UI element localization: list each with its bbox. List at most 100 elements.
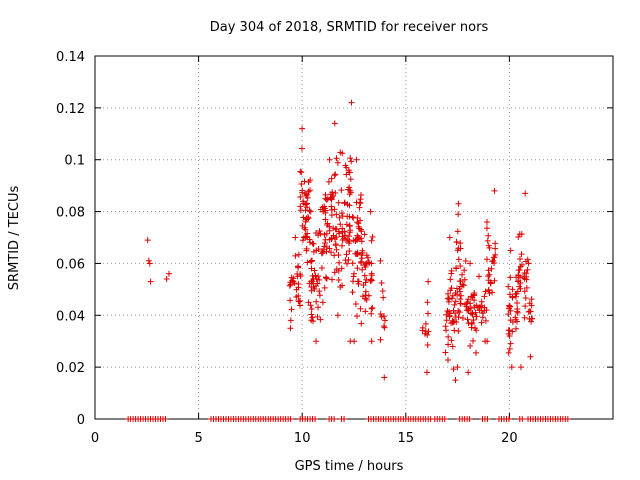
data-point: [315, 245, 322, 252]
data-point: [380, 323, 387, 330]
data-point: [361, 262, 368, 269]
data-point: [443, 327, 450, 334]
data-point: [352, 250, 359, 257]
data-point: [292, 234, 299, 241]
data-point: [452, 298, 459, 305]
data-point: [303, 191, 310, 198]
data-point: [485, 267, 492, 274]
data-point: [346, 248, 353, 255]
data-point: [338, 210, 345, 217]
data-point: [509, 328, 516, 335]
data-point: [295, 251, 302, 258]
data-point: [312, 416, 319, 422]
data-point: [489, 289, 496, 296]
data-point: [441, 416, 448, 422]
y-tick-label: 0.02: [56, 361, 85, 376]
data-point: [294, 270, 301, 277]
data-point: [381, 374, 388, 381]
data-point: [328, 212, 335, 219]
data-point: [459, 271, 466, 278]
data-points: [125, 99, 571, 422]
data-point: [522, 295, 529, 302]
data-point: [317, 316, 324, 323]
y-tick-label: 0.14: [56, 50, 85, 65]
data-point: [362, 292, 369, 299]
x-tick-label: 0: [91, 431, 99, 446]
data-point: [301, 178, 308, 185]
data-point: [507, 247, 514, 254]
data-point: [299, 237, 306, 244]
data-point: [475, 273, 482, 280]
data-point: [347, 189, 354, 196]
data-point: [509, 319, 516, 326]
data-point: [470, 317, 477, 324]
data-point: [368, 260, 375, 267]
y-tick-label: 0.08: [56, 206, 85, 221]
data-point: [514, 318, 521, 325]
data-point: [514, 278, 521, 285]
data-point: [314, 313, 321, 320]
data-point: [328, 235, 335, 242]
data-point: [348, 99, 355, 106]
data-point: [469, 294, 476, 301]
data-point: [465, 369, 472, 376]
data-point: [516, 231, 523, 238]
data-point: [365, 259, 372, 266]
data-point: [468, 293, 475, 300]
data-point: [451, 301, 458, 308]
data-point: [512, 293, 519, 300]
data-point: [478, 298, 485, 305]
data-point: [358, 255, 365, 262]
data-point: [483, 218, 490, 225]
data-point: [368, 305, 375, 312]
data-point: [332, 189, 339, 196]
data-point: [297, 194, 304, 201]
data-point: [306, 236, 313, 243]
data-point: [332, 242, 339, 249]
data-point: [449, 292, 456, 299]
data-point: [345, 169, 352, 176]
data-point: [443, 311, 450, 318]
data-point: [145, 257, 152, 264]
data-point: [473, 313, 480, 320]
data-point: [448, 337, 455, 344]
data-point: [349, 289, 356, 296]
data-point: [492, 245, 499, 252]
data-point: [505, 349, 512, 356]
data-point: [325, 178, 332, 185]
data-point: [352, 301, 359, 308]
data-point: [368, 237, 375, 244]
data-point: [313, 338, 320, 345]
data-point: [316, 292, 323, 299]
data-point: [336, 214, 343, 221]
data-point: [338, 265, 345, 272]
data-point: [297, 203, 304, 210]
data-point: [422, 320, 429, 327]
data-point: [478, 319, 485, 326]
data-point: [359, 266, 366, 273]
data-point: [343, 164, 350, 171]
data-point: [464, 316, 471, 323]
data-point: [304, 230, 311, 237]
data-point: [419, 324, 426, 331]
data-point: [303, 200, 310, 207]
data-point: [310, 240, 317, 247]
data-point: [481, 304, 488, 311]
data-point: [339, 237, 346, 244]
y-tick-label: 0.06: [56, 257, 85, 272]
data-point: [517, 364, 524, 371]
data-point: [451, 327, 458, 334]
data-point: [367, 208, 374, 215]
data-point: [351, 338, 358, 345]
data-point: [509, 286, 516, 293]
data-point: [526, 308, 533, 315]
data-point: [423, 369, 430, 376]
data-point: [445, 333, 452, 340]
data-point: [352, 237, 359, 244]
data-point: [506, 332, 513, 339]
data-point: [349, 260, 356, 267]
data-point: [336, 259, 343, 266]
data-point: [339, 225, 346, 232]
data-point: [336, 230, 343, 237]
data-point: [505, 311, 512, 318]
